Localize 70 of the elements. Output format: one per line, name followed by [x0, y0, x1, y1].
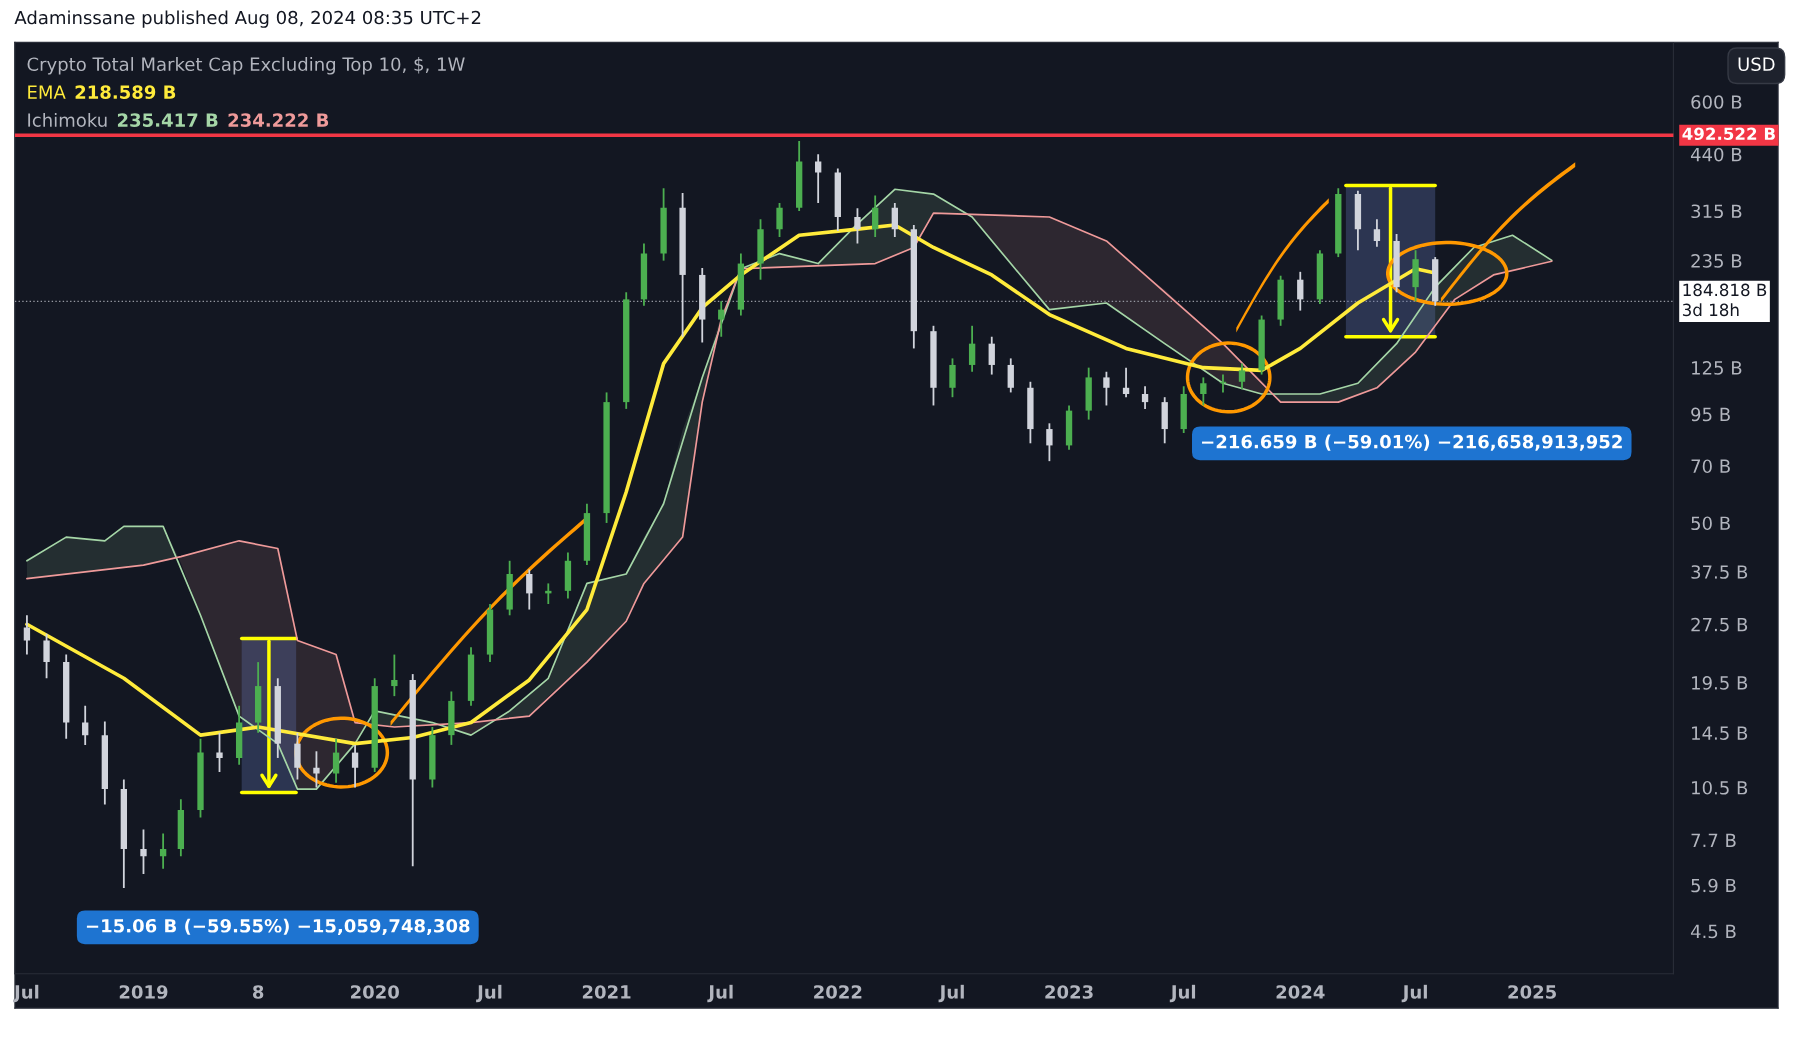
y-tick-label: 95 B	[1691, 407, 1730, 422]
y-tick-label: 19.5 B	[1692, 676, 1748, 690]
y-tick-label: 50 B	[1691, 516, 1730, 531]
x-tick-label: 2023	[1045, 985, 1093, 999]
y-tick-label: 5.9 B	[1691, 878, 1736, 893]
y-tick-label: 440 B	[1690, 147, 1742, 162]
candlestick	[872, 194, 879, 239]
annotation: 234.222 B	[228, 113, 329, 127]
candlestick	[1200, 376, 1207, 407]
x-tick-label: 2024	[1276, 985, 1325, 999]
annotation: −216.659 B (−59.01%) −216,658,913,952	[1202, 434, 1622, 451]
candlestick	[351, 743, 359, 789]
candlestick	[526, 568, 533, 611]
candlestick	[332, 737, 340, 784]
x-tick-label: 2019	[119, 985, 168, 999]
candlestick	[1046, 422, 1053, 463]
x-tick-label: 2020	[351, 985, 399, 999]
candlestick	[718, 300, 725, 338]
candlestick	[891, 202, 898, 239]
y-tick-label: 37.5 B	[1691, 565, 1748, 579]
candlestick	[1297, 270, 1304, 312]
ref-line-label: 184.818 B 3d 18h	[1682, 283, 1767, 317]
candlestick	[949, 357, 956, 399]
y-axis-title: USD	[1738, 57, 1775, 72]
annotation: Ichimoku	[28, 112, 107, 127]
x-tick-label: Jul	[476, 984, 502, 1003]
candlestick	[1007, 357, 1014, 394]
y-tick-label: 4.5 B	[1690, 924, 1736, 939]
candlestick	[216, 731, 223, 773]
y-tick-label: 70 B	[1691, 459, 1730, 474]
annotation: −15.06 B (−59.55%) −15,059,748,308	[86, 918, 470, 935]
text: Adaminssane published Aug 08, 2024 08:35 UTC+2	[14, 10, 481, 28]
y-tick-label: 125 B	[1692, 361, 1742, 375]
candlestick	[988, 335, 995, 376]
y-tick-label: 600 B	[1691, 95, 1742, 109]
candlestick	[854, 207, 861, 245]
x-tick-label: 2021	[582, 985, 631, 999]
annotation: 235.417 B	[117, 113, 218, 127]
y-tick-label: 7.7 B	[1691, 833, 1736, 847]
y-tick-label: 315 B	[1691, 204, 1742, 219]
candlestick	[1122, 366, 1130, 399]
candlestick	[140, 828, 147, 875]
candlestick	[391, 653, 398, 698]
y-tick-label: 235 B	[1691, 254, 1742, 268]
candlestick	[815, 153, 822, 204]
x-tick-label: Jul	[707, 984, 733, 1003]
text: Crypto Total Market Cap Excluding Top 10, $, 1W	[27, 57, 465, 75]
candlestick	[43, 632, 50, 680]
candlestick	[1141, 385, 1149, 410]
candlestick	[159, 832, 167, 870]
candlestick	[968, 324, 976, 373]
candlestick	[776, 202, 783, 239]
candlestick	[23, 614, 31, 656]
y-tick-label: 10.5 B	[1692, 780, 1748, 795]
candlestick	[313, 750, 320, 789]
candlestick	[1103, 370, 1110, 407]
candlestick	[1373, 218, 1381, 248]
annotation: 218.589 B	[75, 85, 176, 99]
x-tick-label: Jul	[938, 984, 964, 1003]
ref-line-label: 492.522 B	[1682, 127, 1775, 141]
y-tick-label: 27.5 B	[1691, 617, 1748, 632]
x-tick-label: Jul	[1169, 984, 1196, 1003]
x-tick-label: 8	[252, 985, 264, 999]
y-tick-label: 14.5 B	[1692, 726, 1748, 740]
candlestick	[82, 704, 89, 746]
text: EMA	[28, 85, 66, 99]
candlestick	[1238, 362, 1246, 391]
x-tick-label: Jul	[1401, 984, 1427, 1003]
x-tick-label: 2022	[814, 985, 862, 999]
x-tick-label: 2025	[1508, 985, 1556, 999]
